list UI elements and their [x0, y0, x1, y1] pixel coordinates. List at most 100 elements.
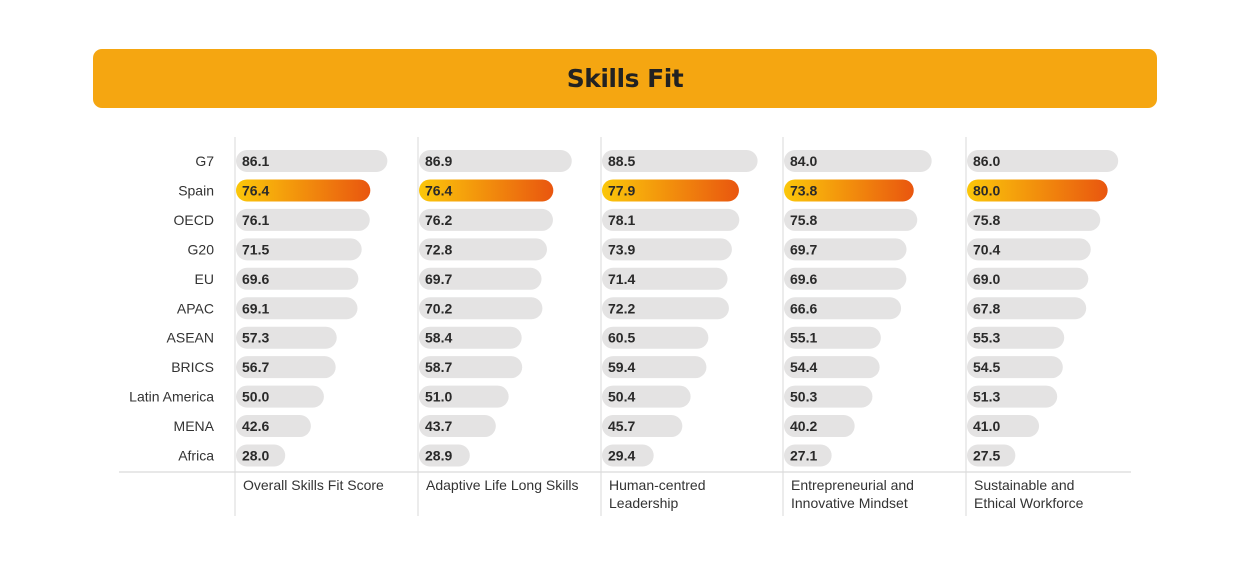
value-label: 77.9 [608, 182, 635, 198]
value-label: 66.6 [790, 300, 817, 316]
value-label: 29.4 [608, 448, 635, 464]
bar [602, 415, 683, 438]
value-label: 80.0 [973, 182, 1000, 198]
category-label: MENA [174, 418, 215, 434]
bar [236, 326, 337, 349]
value-label: 57.3 [242, 330, 269, 346]
bar [236, 356, 336, 379]
series-label: Adaptive Life Long Skills [426, 477, 579, 493]
value-label: 76.2 [425, 212, 452, 228]
bar [236, 385, 324, 408]
value-label: 69.6 [790, 271, 817, 287]
bar [967, 297, 1087, 320]
bar [784, 385, 873, 408]
bar [784, 267, 907, 290]
bar [967, 150, 1119, 172]
value-label: 75.8 [973, 212, 1000, 228]
bar [967, 238, 1091, 261]
value-label: 50.4 [608, 389, 635, 405]
value-label: 55.3 [973, 330, 1000, 346]
bar [419, 356, 523, 379]
bar [236, 267, 359, 290]
bar [784, 356, 880, 379]
value-label: 28.9 [425, 448, 452, 464]
value-label: 60.5 [608, 330, 635, 346]
bar [967, 356, 1063, 379]
value-label: 73.8 [790, 182, 817, 198]
bar [236, 415, 311, 438]
bar [602, 208, 740, 231]
value-label: 69.0 [973, 271, 1000, 287]
value-label: 67.8 [973, 300, 1000, 316]
bar [602, 267, 728, 290]
bar [784, 415, 855, 438]
value-label: 78.1 [608, 212, 635, 228]
bar [784, 326, 881, 349]
bar [236, 208, 370, 231]
bar [602, 356, 707, 379]
value-label: 51.0 [425, 389, 452, 405]
value-label: 55.1 [790, 330, 817, 346]
value-label: 54.5 [973, 359, 1000, 375]
series-label: Innovative Mindset [791, 495, 908, 511]
bar [419, 150, 572, 172]
value-label: 43.7 [425, 418, 452, 434]
bar [967, 444, 1016, 467]
bar [419, 444, 470, 467]
bar [419, 179, 554, 202]
bar [602, 297, 729, 320]
series-label: Entrepreneurial and [791, 477, 914, 493]
bar [784, 150, 932, 172]
series-label: Human-centred [609, 477, 706, 493]
title-bar: Skills Fit [93, 49, 1157, 108]
value-label: 76.1 [242, 212, 269, 228]
bar [784, 208, 918, 231]
series-label: Leadership [609, 495, 678, 511]
category-label: Latin America [129, 389, 214, 405]
value-label: 86.1 [242, 153, 269, 169]
value-label: 72.2 [608, 300, 635, 316]
value-label: 69.1 [242, 300, 269, 316]
bar [236, 179, 371, 202]
bar [967, 385, 1058, 408]
series-label: Ethical Workforce [974, 495, 1084, 511]
value-label: 51.3 [973, 389, 1000, 405]
bar [419, 415, 496, 438]
category-label: Africa [178, 448, 214, 464]
value-label: 86.9 [425, 153, 452, 169]
value-label: 42.6 [242, 418, 269, 434]
bar [236, 444, 286, 467]
value-label: 69.7 [425, 271, 452, 287]
category-label: ASEAN [167, 330, 214, 346]
value-label: 27.1 [790, 448, 817, 464]
value-label: 40.2 [790, 418, 817, 434]
value-label: 41.0 [973, 418, 1000, 434]
bar [419, 238, 547, 261]
value-label: 84.0 [790, 153, 817, 169]
bar [784, 444, 832, 467]
value-label: 54.4 [790, 359, 817, 375]
bar [419, 385, 509, 408]
value-label: 58.4 [425, 330, 452, 346]
category-label: APAC [177, 300, 214, 316]
bar [602, 385, 691, 408]
value-label: 75.8 [790, 212, 817, 228]
category-label: OECD [174, 212, 214, 228]
value-label: 71.5 [242, 241, 269, 257]
value-label: 69.7 [790, 241, 817, 257]
value-label: 27.5 [973, 448, 1000, 464]
value-label: 58.7 [425, 359, 452, 375]
bar [236, 238, 362, 261]
value-label: 59.4 [608, 359, 635, 375]
series-label: Sustainable and [974, 477, 1074, 493]
bar [419, 297, 543, 320]
value-label: 56.7 [242, 359, 269, 375]
value-label: 73.9 [608, 241, 635, 257]
bar [236, 297, 358, 320]
bar [967, 415, 1040, 438]
bar [602, 444, 654, 467]
value-label: 70.2 [425, 300, 452, 316]
value-label: 69.6 [242, 271, 269, 287]
category-label: EU [195, 271, 214, 287]
value-label: 70.4 [973, 241, 1000, 257]
